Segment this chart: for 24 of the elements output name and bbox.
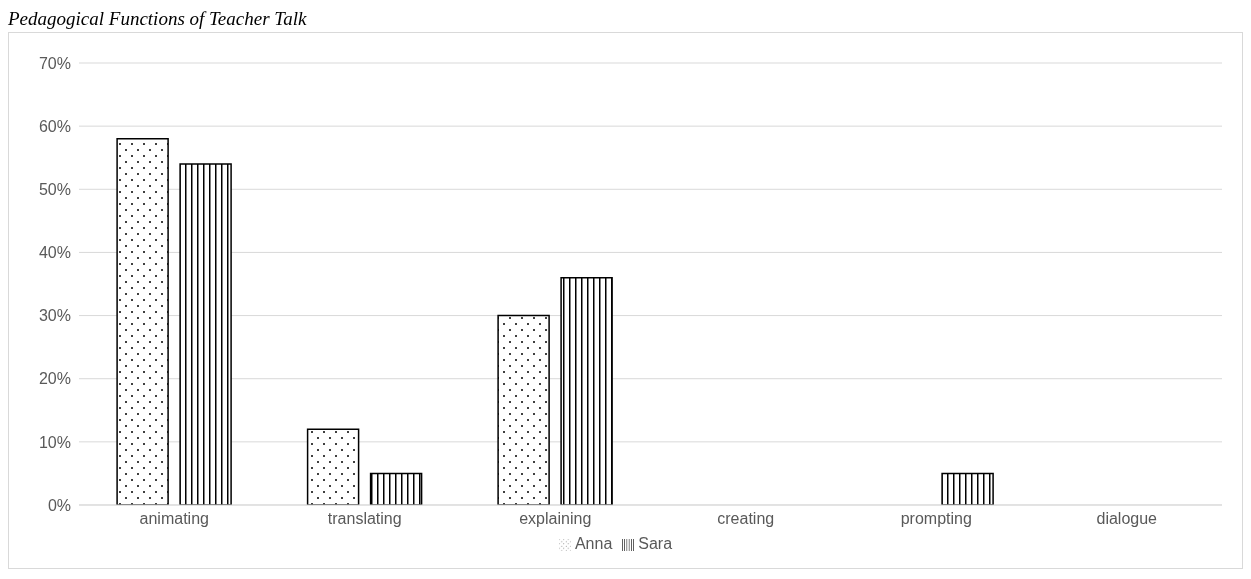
bar: [497, 314, 550, 505]
bar: [179, 163, 232, 505]
y-tick-label: 0%: [47, 496, 71, 514]
y-tick-label: 70%: [38, 54, 71, 72]
y-tick-label: 60%: [38, 117, 71, 135]
x-tick-label: creating: [717, 510, 775, 528]
bar: [369, 472, 423, 505]
bar: [116, 138, 169, 505]
x-tick-label: dialogue: [1096, 510, 1158, 528]
legend-label: Sara: [638, 535, 673, 552]
legend-label: Anna: [574, 535, 613, 552]
y-tick-label: 20%: [38, 370, 71, 388]
y-tick-label: 50%: [38, 180, 71, 198]
chart-title: Pedagogical Functions of Teacher Talk: [8, 8, 308, 31]
y-tick-label: 30%: [38, 307, 71, 325]
x-tick-label: prompting: [900, 510, 972, 528]
x-tick-label: animating: [139, 510, 209, 528]
y-tick-label: 10%: [38, 433, 71, 451]
x-tick-label: translating: [327, 510, 402, 528]
x-tick-label: explaining: [519, 510, 592, 528]
y-tick-label: 40%: [38, 244, 71, 262]
bar: [560, 276, 613, 505]
bar: [306, 428, 360, 505]
bar: [941, 472, 994, 505]
